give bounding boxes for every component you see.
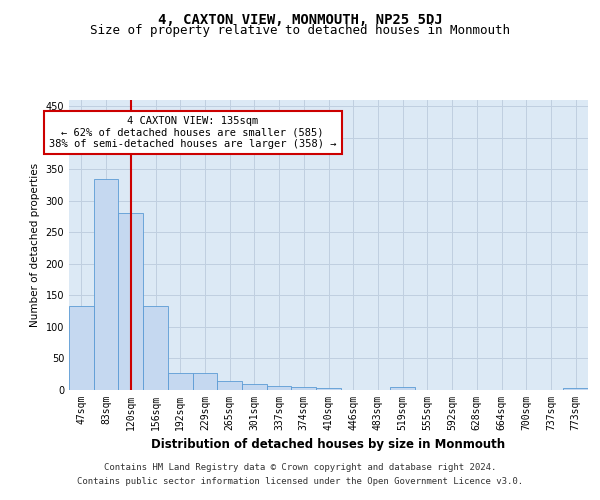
Y-axis label: Number of detached properties: Number of detached properties xyxy=(30,163,40,327)
Bar xyxy=(563,388,588,390)
Bar xyxy=(390,388,415,390)
Bar xyxy=(193,373,217,390)
X-axis label: Distribution of detached houses by size in Monmouth: Distribution of detached houses by size … xyxy=(151,438,506,452)
Bar xyxy=(118,214,143,390)
Text: Size of property relative to detached houses in Monmouth: Size of property relative to detached ho… xyxy=(90,24,510,37)
Text: 4, CAXTON VIEW, MONMOUTH, NP25 5DJ: 4, CAXTON VIEW, MONMOUTH, NP25 5DJ xyxy=(158,12,442,26)
Bar xyxy=(143,306,168,390)
Text: 4 CAXTON VIEW: 135sqm
← 62% of detached houses are smaller (585)
38% of semi-det: 4 CAXTON VIEW: 135sqm ← 62% of detached … xyxy=(49,116,337,149)
Bar xyxy=(168,373,193,390)
Text: Contains public sector information licensed under the Open Government Licence v3: Contains public sector information licen… xyxy=(77,477,523,486)
Bar xyxy=(94,179,118,390)
Bar xyxy=(69,306,94,390)
Bar xyxy=(217,380,242,390)
Bar xyxy=(267,386,292,390)
Bar xyxy=(292,387,316,390)
Bar xyxy=(242,384,267,390)
Bar xyxy=(316,388,341,390)
Text: Contains HM Land Registry data © Crown copyright and database right 2024.: Contains HM Land Registry data © Crown c… xyxy=(104,464,496,472)
